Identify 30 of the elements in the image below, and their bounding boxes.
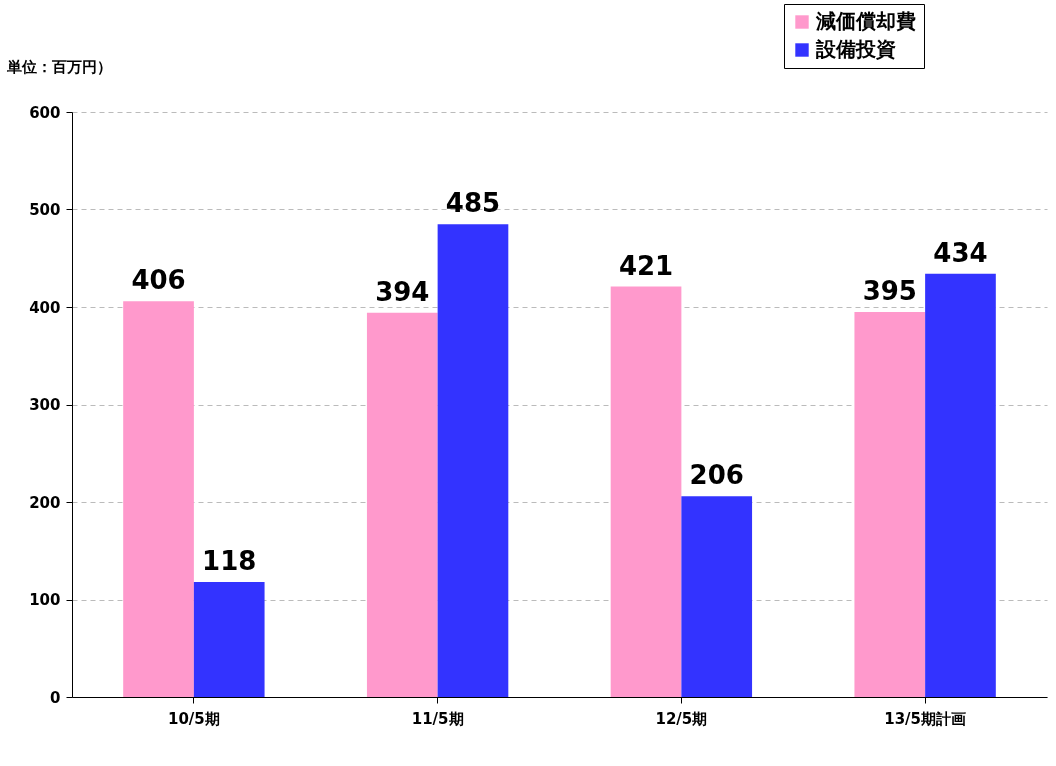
y-tick-label: 600 [29,103,61,122]
x-tick-label: 11/5期 [411,709,464,728]
bar [681,496,753,697]
x-tick-label: 10/5期 [167,709,220,728]
legend-label: 減価償却費 [815,9,916,33]
data-label: 394 [375,276,430,307]
bar [854,311,926,697]
data-label: 434 [933,237,988,268]
data-label: 118 [202,545,257,576]
legend-label: 設備投資 [815,37,896,61]
data-label: 406 [131,265,186,296]
bar [193,581,265,697]
bar [123,301,194,697]
data-label: 395 [862,275,917,306]
bar [437,224,509,697]
y-tick-label: 400 [29,298,61,317]
bar [610,286,682,697]
y-tick-label: 0 [50,688,61,707]
y-tick-label: 100 [29,591,61,609]
bar [366,312,438,697]
data-label: 206 [689,460,744,491]
y-tick-label: 200 [29,493,61,512]
x-tick-label: 12/5期 [655,709,708,728]
y-axis-title: 単位：百万円） [5,57,112,76]
data-label: 421 [618,250,674,281]
y-tick-label: 500 [29,201,61,219]
bar [925,273,996,697]
x-tick-label: 13/5期計画 [884,709,967,728]
data-label: 485 [445,188,501,219]
y-tick-label: 300 [29,396,61,414]
